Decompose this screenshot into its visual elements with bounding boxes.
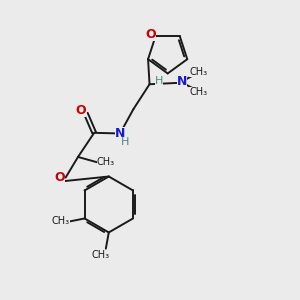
Text: N: N bbox=[115, 127, 125, 140]
Text: N: N bbox=[177, 75, 187, 88]
Text: CH₃: CH₃ bbox=[52, 216, 70, 226]
Text: H: H bbox=[155, 76, 163, 86]
Text: H: H bbox=[121, 136, 130, 147]
Text: CH₃: CH₃ bbox=[189, 87, 207, 97]
Text: O: O bbox=[76, 103, 86, 117]
Text: CH₃: CH₃ bbox=[92, 250, 110, 260]
Text: CH₃: CH₃ bbox=[189, 67, 207, 76]
Text: O: O bbox=[54, 171, 65, 184]
Text: O: O bbox=[145, 28, 156, 41]
Text: CH₃: CH₃ bbox=[97, 157, 115, 167]
